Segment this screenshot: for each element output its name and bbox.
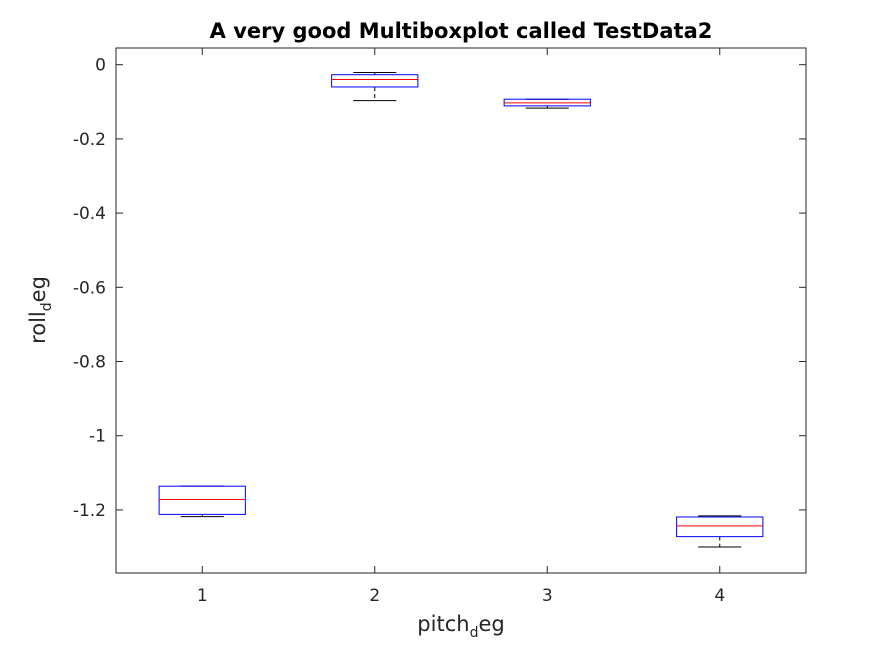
axes-frame	[115, 47, 807, 574]
x-axis-label-subscript: d	[470, 625, 479, 641]
y-axis-label: rolldeg	[26, 276, 55, 344]
box-group-4	[676, 515, 764, 548]
y-axis-label-subscript: d	[39, 302, 55, 311]
y-axis-label-rest: eg	[26, 276, 50, 302]
y-tick-label: -0.8	[73, 353, 106, 373]
x-axis-label-rest: eg	[478, 612, 504, 636]
x-tick-label: 4	[714, 586, 725, 606]
y-tick-label: -0.4	[73, 204, 106, 224]
box-group-2	[331, 71, 419, 102]
x-axis-label: pitchdeg	[417, 612, 504, 641]
y-axis: 0 -0.2 -0.4 -0.6 -0.8 -1 -1.2	[73, 56, 806, 521]
y-tick-label: -1	[89, 427, 106, 447]
plot-area: 0 -0.2 -0.4 -0.6 -0.8 -1 -1.2 1 2 3 4	[73, 47, 807, 606]
x-tick-label: 1	[197, 586, 208, 606]
chart-title: A very good Multiboxplot called TestData…	[210, 19, 713, 43]
box-group-1	[158, 485, 246, 518]
y-axis-label-main: roll	[26, 311, 50, 344]
y-tick-label: -0.2	[73, 130, 106, 150]
x-axis: 1 2 3 4	[197, 48, 725, 606]
box	[676, 516, 764, 538]
box-series	[158, 71, 764, 548]
y-tick-label: -1.2	[73, 501, 106, 521]
x-tick-label: 2	[369, 586, 380, 606]
box	[331, 74, 419, 88]
y-tick-label: 0	[95, 56, 106, 76]
x-tick-label: 3	[542, 586, 553, 606]
y-tick-label: -0.6	[73, 278, 106, 298]
box-group-3	[503, 98, 591, 109]
box	[158, 485, 246, 515]
x-axis-label-main: pitch	[417, 612, 469, 636]
